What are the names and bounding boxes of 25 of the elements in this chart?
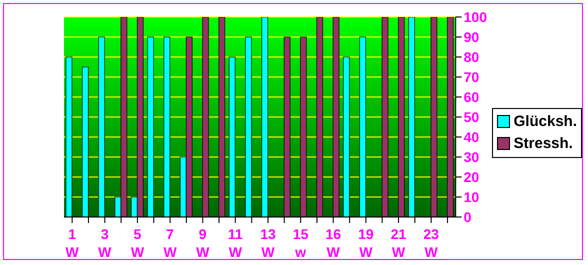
y-tick-label: 70: [464, 68, 480, 85]
y-tick-label: 30: [464, 148, 480, 165]
y-tick-label: 10: [464, 188, 480, 205]
x-tick-label: 15 w: [292, 226, 309, 260]
x-tick-label: 9 W: [196, 226, 210, 260]
x-tick-label: 23 W: [423, 226, 440, 260]
x-tick-label: 3 W: [98, 226, 112, 260]
y-tick-label: 20: [464, 168, 480, 185]
x-tick-label: 5 W: [130, 226, 145, 260]
x-tick-label: 11 W: [228, 226, 243, 260]
y-tick-label: 50: [464, 108, 480, 125]
x-tick-label: 13 W: [260, 226, 276, 260]
legend-label: Stressh.: [514, 134, 573, 154]
y-tick-label: 40: [464, 128, 480, 145]
x-tick-label: 21 W: [390, 226, 407, 260]
y-tick-label: 100: [464, 8, 488, 25]
x-tick-label: 7 W: [163, 226, 178, 260]
x-tick-label: 1 W: [66, 226, 80, 260]
legend-label: Glücksh.: [514, 112, 577, 132]
y-tick-label: 0: [464, 208, 472, 225]
x-tick-label: 19 W: [358, 226, 374, 260]
x-tick-label: 16 W: [325, 226, 342, 260]
y-tick-label: 90: [464, 28, 480, 45]
y-tick-label: 80: [464, 48, 480, 65]
y-tick-label: 60: [464, 88, 480, 105]
